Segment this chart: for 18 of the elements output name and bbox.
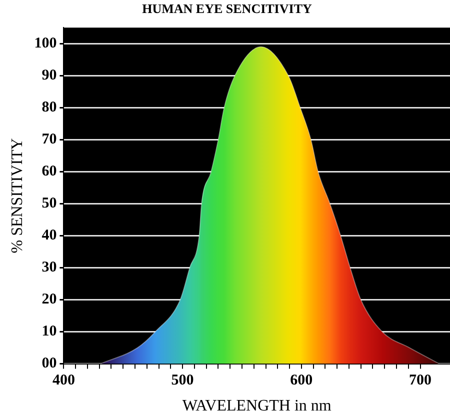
y-tick-label: 00 [42,356,57,372]
y-tick-label: 50 [42,196,57,212]
y-axis-title: % SENSITIVITY [8,138,26,254]
y-tick-label: 20 [42,292,57,308]
chart-title: HUMAN EYE SENCITIVITY [142,1,312,16]
y-tick-label: 30 [42,260,57,276]
y-tick-label: 80 [42,100,57,116]
x-tick-label: 700 [409,372,432,389]
y-tick-label: 90 [42,68,57,84]
y-tick-label: 100 [34,35,57,52]
x-tick-label: 400 [52,372,75,389]
y-tick-label: 40 [42,228,57,244]
x-tick-label: 500 [171,372,194,389]
y-tick-label: 60 [42,164,57,180]
x-axis-title: WAVELENGTH in nm [182,398,332,415]
y-tick-label: 70 [42,132,57,148]
y-tick-label: 10 [42,324,57,340]
x-tick-label: 600 [290,372,313,389]
